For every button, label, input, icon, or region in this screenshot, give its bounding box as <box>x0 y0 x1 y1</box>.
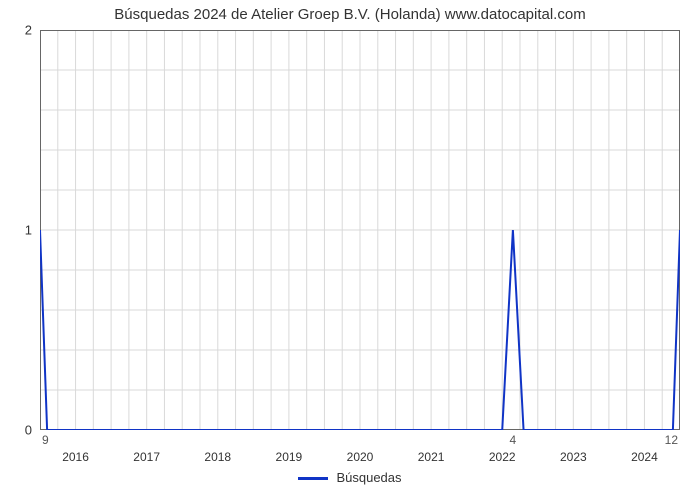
point-label: 12 <box>665 433 678 447</box>
legend-label: Búsquedas <box>336 470 401 485</box>
y-tick-label: 2 <box>0 23 32 38</box>
y-tick-label: 1 <box>0 223 32 238</box>
x-tick-label: 2017 <box>133 450 160 464</box>
x-tick-label: 2020 <box>347 450 374 464</box>
x-tick-label: 2024 <box>631 450 658 464</box>
x-tick-label: 2016 <box>62 450 89 464</box>
x-tick-label: 2018 <box>204 450 231 464</box>
x-tick-label: 2023 <box>560 450 587 464</box>
x-tick-label: 2019 <box>276 450 303 464</box>
x-tick-label: 2021 <box>418 450 445 464</box>
legend: Búsquedas <box>0 470 700 485</box>
legend-swatch <box>298 477 328 480</box>
point-label: 9 <box>42 433 49 447</box>
chart-title: Búsquedas 2024 de Atelier Groep B.V. (Ho… <box>0 6 700 23</box>
plot-area <box>40 30 680 430</box>
chart-container: Búsquedas 2024 de Atelier Groep B.V. (Ho… <box>0 0 700 500</box>
y-tick-label: 0 <box>0 423 32 438</box>
plot-svg <box>40 30 680 430</box>
x-tick-label: 2022 <box>489 450 516 464</box>
point-label: 4 <box>510 433 517 447</box>
